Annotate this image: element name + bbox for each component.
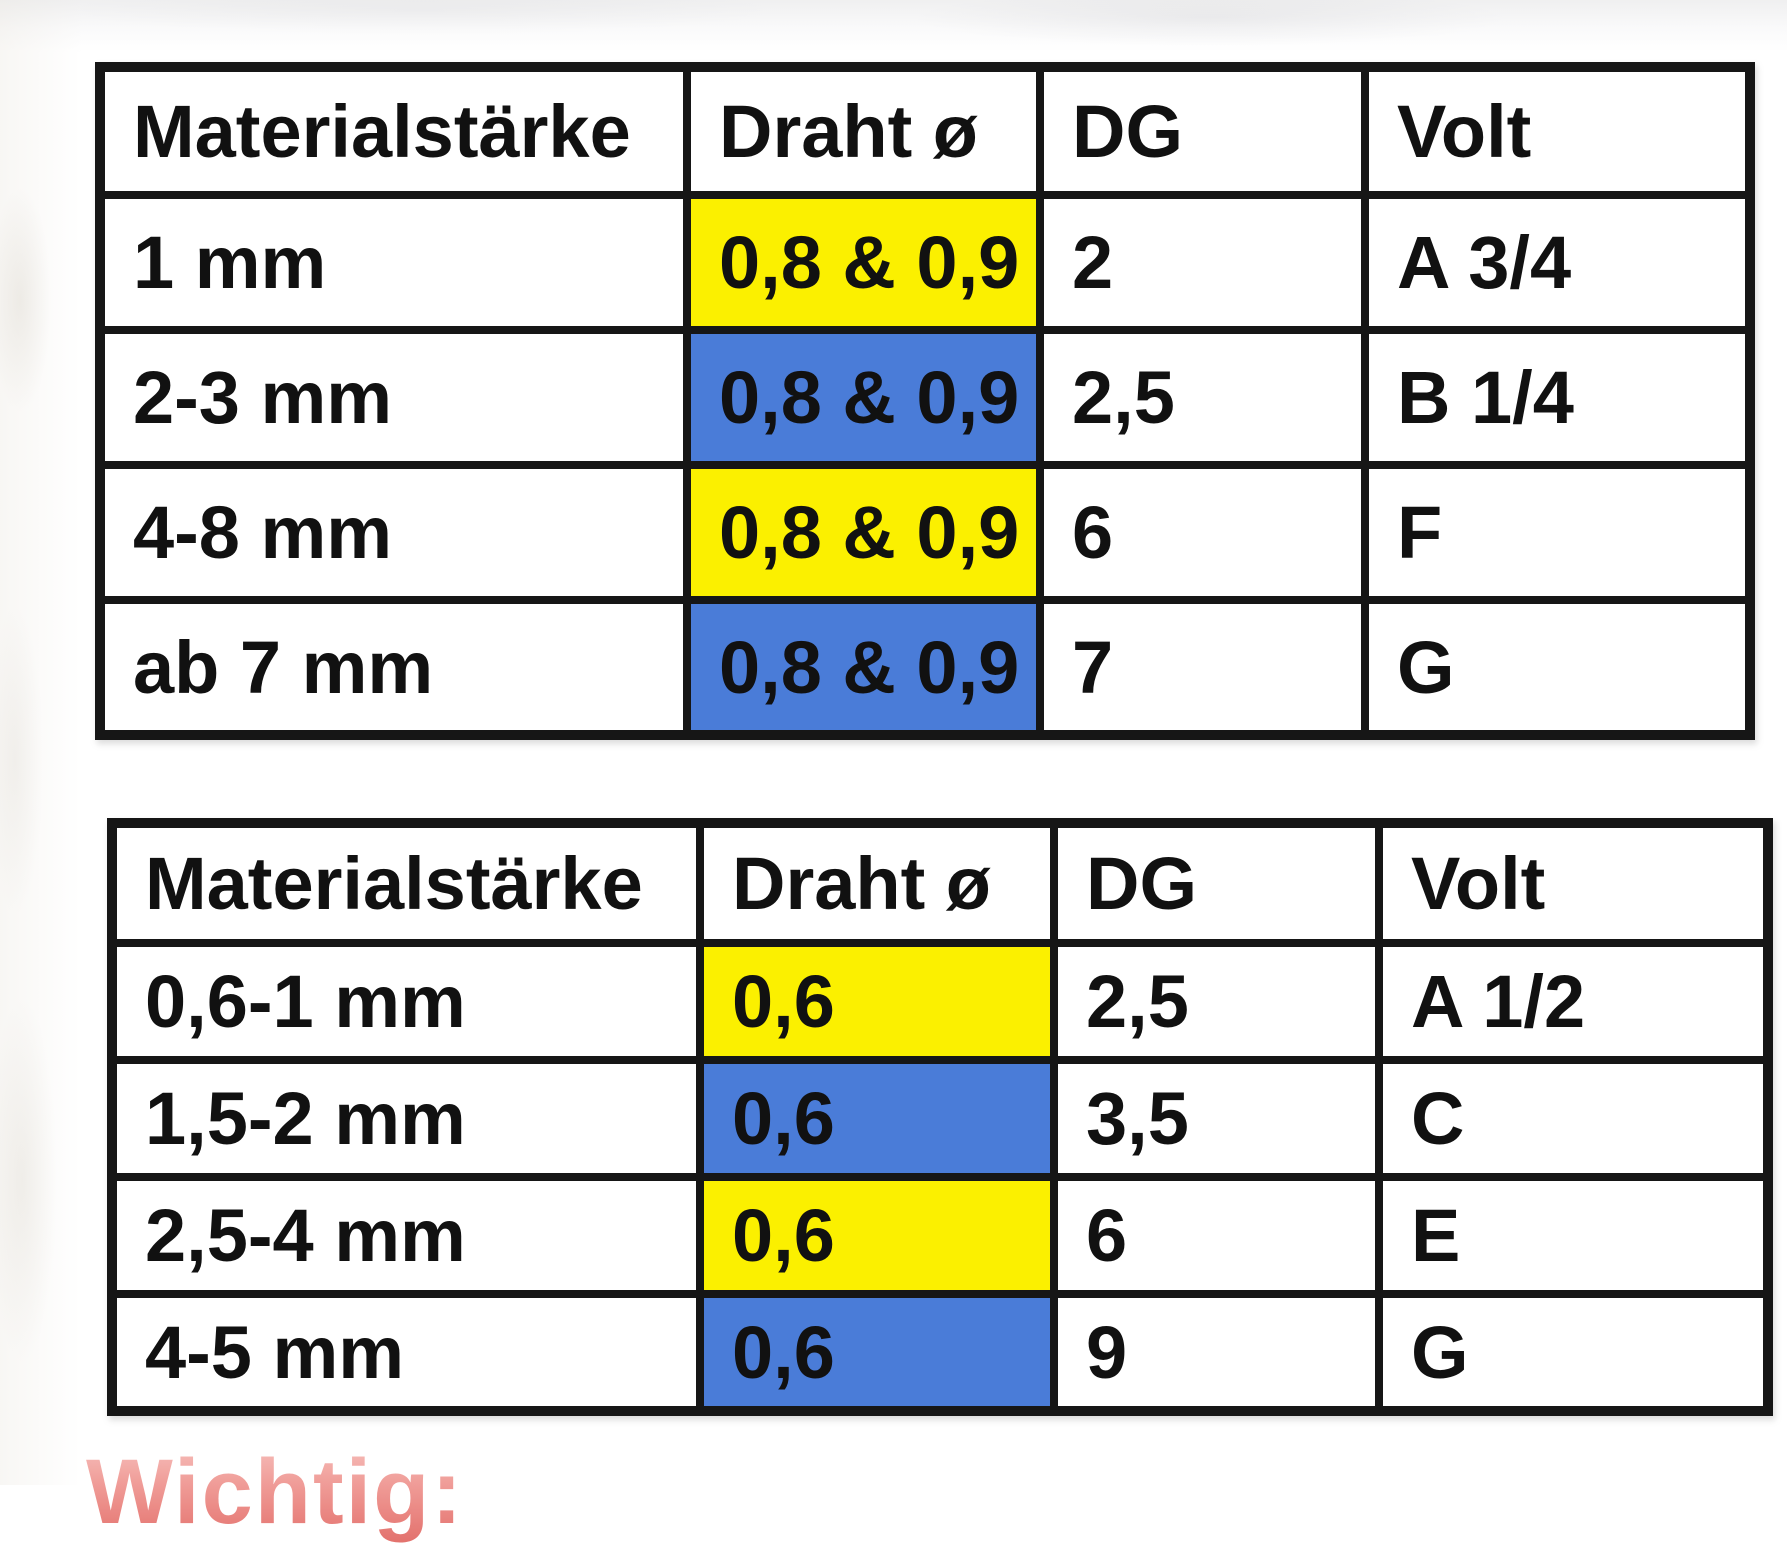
upper-r1-volt: A 3/4	[1361, 191, 1754, 334]
table-row: 2,5-4 mm 0,6 6 E	[108, 1173, 1772, 1298]
lower-r4-dg: 9	[1050, 1290, 1383, 1415]
upper-r2-dg: 2,5	[1036, 326, 1369, 469]
lower-r2-draht: 0,6	[696, 1056, 1058, 1181]
upper-r4-volt: G	[1361, 596, 1754, 739]
upper-r4-material: ab 7 mm	[96, 596, 691, 739]
page-top-shadow	[0, 0, 1787, 52]
lower-r3-volt: E	[1375, 1173, 1772, 1298]
important-note-label: Wichtig:	[86, 1441, 464, 1543]
upper-header-draht: Draht ø	[683, 63, 1044, 199]
lower-r4-volt: G	[1375, 1290, 1772, 1415]
upper-r3-material: 4-8 mm	[96, 461, 691, 604]
lower-r1-draht: 0,6	[696, 939, 1058, 1064]
lower-r1-material: 0,6-1 mm	[108, 939, 704, 1064]
lower-r2-dg: 3,5	[1050, 1056, 1383, 1181]
lower-header-material: Materialstärke	[108, 819, 704, 947]
settings-table-lower: Materialstärke Draht ø DG Volt 0,6-1 mm …	[107, 818, 1773, 1416]
upper-header-volt: Volt	[1361, 63, 1754, 199]
upper-r2-draht: 0,8 & 0,9	[683, 326, 1044, 469]
upper-r1-draht: 0,8 & 0,9	[683, 191, 1044, 334]
lower-r1-dg: 2,5	[1050, 939, 1383, 1064]
table-row: 2-3 mm 0,8 & 0,9 2,5 B 1/4	[96, 326, 1754, 469]
upper-r1-material: 1 mm	[96, 191, 691, 334]
table-row: 4-5 mm 0,6 9 G	[108, 1290, 1772, 1415]
upper-header-material: Materialstärke	[96, 63, 691, 199]
table-row: 0,6-1 mm 0,6 2,5 A 1/2	[108, 939, 1772, 1064]
upper-r1-dg: 2	[1036, 191, 1369, 334]
lower-r2-volt: C	[1375, 1056, 1772, 1181]
upper-header-row: Materialstärke Draht ø DG Volt	[96, 63, 1754, 199]
lower-r2-material: 1,5-2 mm	[108, 1056, 704, 1181]
lower-r4-draht: 0,6	[696, 1290, 1058, 1415]
settings-table-upper: Materialstärke Draht ø DG Volt 1 mm 0,8 …	[95, 62, 1755, 740]
lower-header-row: Materialstärke Draht ø DG Volt	[108, 819, 1772, 947]
upper-header-dg: DG	[1036, 63, 1369, 199]
upper-r2-material: 2-3 mm	[96, 326, 691, 469]
upper-r3-dg: 6	[1036, 461, 1369, 604]
upper-r4-draht: 0,8 & 0,9	[683, 596, 1044, 739]
table-row: 4-8 mm 0,8 & 0,9 6 F	[96, 461, 1754, 604]
upper-r3-volt: F	[1361, 461, 1754, 604]
lower-header-dg: DG	[1050, 819, 1383, 947]
lower-header-draht: Draht ø	[696, 819, 1058, 947]
upper-r3-draht: 0,8 & 0,9	[683, 461, 1044, 604]
table-row: 1,5-2 mm 0,6 3,5 C	[108, 1056, 1772, 1181]
lower-r3-draht: 0,6	[696, 1173, 1058, 1298]
lower-r3-material: 2,5-4 mm	[108, 1173, 704, 1298]
lower-header-volt: Volt	[1375, 819, 1772, 947]
table-row: 1 mm 0,8 & 0,9 2 A 3/4	[96, 191, 1754, 334]
page-left-texture	[0, 0, 95, 1485]
lower-r4-material: 4-5 mm	[108, 1290, 704, 1415]
table-row: ab 7 mm 0,8 & 0,9 7 G	[96, 596, 1754, 739]
lower-r1-volt: A 1/2	[1375, 939, 1772, 1064]
upper-r2-volt: B 1/4	[1361, 326, 1754, 469]
lower-r3-dg: 6	[1050, 1173, 1383, 1298]
upper-r4-dg: 7	[1036, 596, 1369, 739]
